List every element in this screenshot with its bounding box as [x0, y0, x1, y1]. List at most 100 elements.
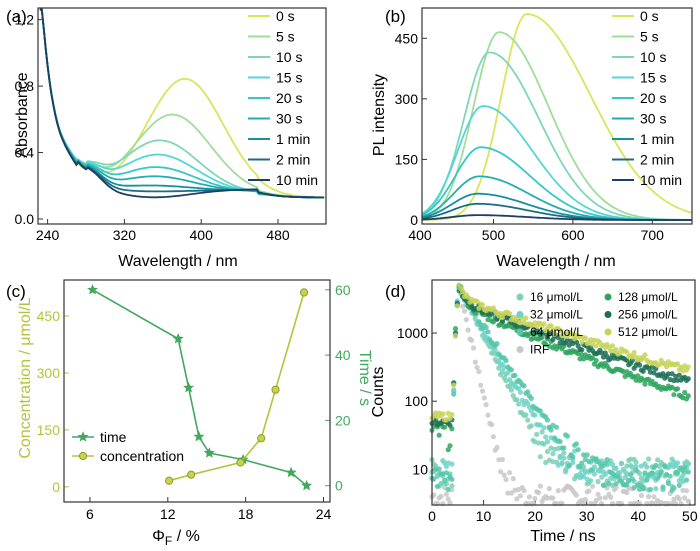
star-marker — [193, 430, 205, 442]
decay-point — [499, 318, 505, 324]
decay-point — [597, 495, 603, 501]
decay-point — [573, 441, 580, 447]
series-line — [422, 214, 692, 221]
y-tick-label-right: 60 — [335, 282, 351, 298]
x-tick-label: 10 — [476, 508, 492, 524]
decay-point — [447, 500, 453, 506]
decay-point — [532, 412, 538, 418]
panel-a: (a) Absorbance Wavelength / nm 240 320 400… — [6, 7, 327, 270]
decay-point — [537, 454, 543, 460]
circle-marker — [257, 434, 266, 443]
decay-point — [631, 349, 637, 356]
decay-point — [550, 451, 556, 457]
decay-point — [600, 482, 607, 488]
decay-point — [552, 331, 558, 337]
decay-point — [629, 476, 635, 482]
star-marker — [301, 479, 313, 491]
x-tick-label: 30 — [579, 508, 595, 524]
decay-point — [532, 495, 538, 502]
decay-point — [503, 476, 509, 483]
y-tick-label: 150 — [395, 151, 419, 167]
legend-label: 30 s — [276, 111, 302, 127]
decay-point — [550, 495, 556, 501]
x-tick-label: 24 — [316, 506, 332, 522]
decay-point — [575, 447, 581, 453]
series-line — [422, 13, 693, 221]
legend-label: 20 s — [276, 90, 302, 106]
x-tick-label: 12 — [160, 506, 176, 522]
decay-point — [494, 341, 500, 347]
decay-point — [683, 477, 690, 483]
decay-point — [469, 337, 475, 343]
decay-point — [514, 397, 520, 403]
decay-point — [685, 393, 691, 399]
legend-label: 0 s — [640, 8, 659, 24]
decay-point — [523, 412, 529, 418]
decay-point — [665, 371, 672, 377]
decay-point — [517, 389, 524, 395]
decay-point — [537, 422, 543, 428]
decay-point — [570, 460, 576, 466]
decay-point — [478, 382, 484, 388]
decay-point — [671, 392, 677, 398]
decay-point — [548, 427, 554, 433]
decay-point — [479, 302, 486, 308]
legend-marker — [604, 311, 612, 318]
plot-frame — [421, 7, 693, 225]
legend-label: time — [100, 429, 127, 445]
decay-point — [564, 433, 571, 439]
x-tick-label: 400 — [190, 227, 214, 243]
decay-point — [454, 303, 460, 309]
decay-point — [539, 440, 545, 446]
decay-point — [470, 345, 477, 351]
legend-marker — [516, 311, 524, 318]
decay-point — [561, 445, 567, 451]
decay-point — [485, 329, 491, 335]
legend-marker — [604, 328, 612, 336]
circle-marker — [299, 288, 309, 297]
decay-point — [633, 459, 639, 465]
decay-point — [602, 471, 608, 477]
decay-point — [499, 314, 505, 320]
decay-point — [613, 347, 619, 353]
plot-frame — [431, 279, 696, 506]
decay-point — [680, 473, 686, 479]
x-axis-title: Wavelength / nm — [118, 253, 237, 270]
decay-point — [624, 349, 630, 355]
decay-point — [683, 488, 690, 494]
decay-point — [586, 488, 592, 494]
decay-point — [606, 481, 612, 487]
decay-point — [507, 470, 513, 476]
decay-point — [499, 456, 505, 463]
decay-point — [582, 496, 589, 503]
legend-label: IRF — [530, 343, 549, 357]
decay-point — [640, 485, 646, 492]
x-tick-label: 40 — [630, 508, 646, 524]
y-tick-label-left: 300 — [37, 365, 61, 381]
decay-point — [591, 471, 598, 477]
decay-point — [537, 483, 543, 489]
y-axis-title-right: Time / s — [356, 350, 373, 406]
decay-point — [541, 425, 547, 431]
decay-point — [461, 308, 468, 314]
y-tick-label: 100 — [405, 393, 429, 409]
decay-point — [553, 424, 560, 430]
decay-point — [640, 368, 646, 374]
y-tick-label-left: 0 — [52, 479, 60, 495]
decay-point — [579, 347, 585, 353]
decay-point — [685, 364, 691, 370]
panel-b: (b) PL intensity Wavelength / nm 400 500 6… — [371, 7, 693, 270]
decay-point — [602, 495, 608, 501]
decay-point — [624, 489, 630, 496]
decay-point — [507, 311, 513, 317]
decay-point — [452, 326, 459, 332]
decay-point — [516, 401, 522, 407]
legend-label: 16 μmol/L — [530, 290, 583, 304]
decay-point — [599, 474, 605, 480]
x-tick-label: 6 — [86, 506, 94, 522]
decay-point — [525, 400, 531, 406]
star-marker — [77, 431, 89, 442]
decay-point — [517, 493, 524, 499]
decay-point — [451, 391, 457, 397]
star-marker — [203, 447, 215, 458]
